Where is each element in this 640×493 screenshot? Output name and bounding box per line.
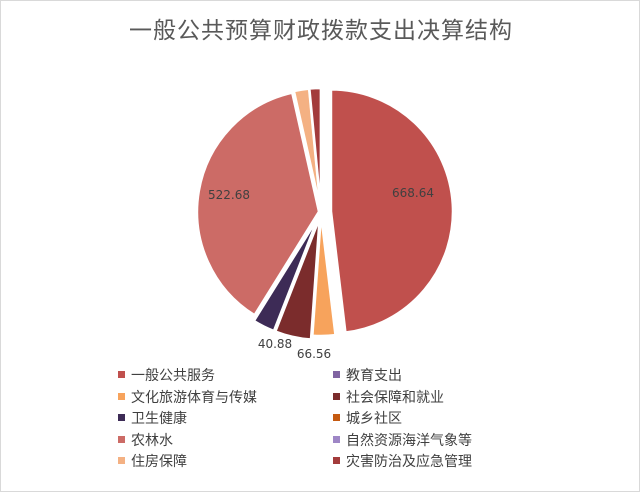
legend-item-3: 文化旅游体育与传媒 xyxy=(118,389,257,407)
legend-swatch-3 xyxy=(118,392,125,400)
legend-swatch-5 xyxy=(118,414,125,421)
pie-slice-7 xyxy=(195,91,321,317)
legend-label-10: 灾害防治及应急管理 xyxy=(346,454,472,470)
legend-label-3: 文化旅游体育与传媒 xyxy=(131,389,257,406)
chart-title: 一般公共预算财政拨款支出决算结构 xyxy=(129,18,513,44)
legend-label-8: 自然资源海洋气象等 xyxy=(346,432,472,449)
data-label-7: 522.68 xyxy=(208,188,250,202)
legend-label-1: 一般公共服务 xyxy=(131,368,215,384)
legend-item-8: 自然资源海洋气象等 xyxy=(333,432,472,450)
legend-label-5: 卫生健康 xyxy=(131,411,187,427)
data-label-1: 668.64 xyxy=(392,186,434,200)
pie-slice-4 xyxy=(273,217,321,341)
legend-swatch-10 xyxy=(333,457,340,464)
legend-item-7: 农林水 xyxy=(118,432,173,450)
legend-swatch-6 xyxy=(333,414,340,421)
legend-swatch-1 xyxy=(118,371,125,378)
pie-slice-10 xyxy=(307,86,323,211)
legend-label-9: 住房保障 xyxy=(131,454,187,470)
legend-item-4: 社会保障和就业 xyxy=(333,389,444,407)
legend-label-6: 城乡社区 xyxy=(346,411,402,427)
legend-item-5: 卫生健康 xyxy=(118,410,187,428)
legend-item-9: 住房保障 xyxy=(118,453,187,471)
legend-swatch-4 xyxy=(333,392,340,400)
legend-item-1: 一般公共服务 xyxy=(118,367,215,385)
legend-swatch-7 xyxy=(118,435,125,443)
legend-item-6: 城乡社区 xyxy=(333,410,402,428)
legend-item-2: 教育支出 xyxy=(333,367,402,385)
pie-slice-1 xyxy=(329,88,455,334)
legend-swatch-9 xyxy=(118,457,125,464)
data-label-5: 40.88 xyxy=(258,337,292,351)
legend-label-7: 农林水 xyxy=(131,432,173,449)
legend-item-10: 灾害防治及应急管理 xyxy=(333,453,472,471)
legend-swatch-2 xyxy=(333,371,340,378)
data-label-4: 66.56 xyxy=(297,347,331,361)
legend-label-2: 教育支出 xyxy=(346,368,402,384)
legend-label-4: 社会保障和就业 xyxy=(346,389,444,406)
pie-slice-5 xyxy=(252,216,320,333)
legend-swatch-8 xyxy=(333,435,340,443)
